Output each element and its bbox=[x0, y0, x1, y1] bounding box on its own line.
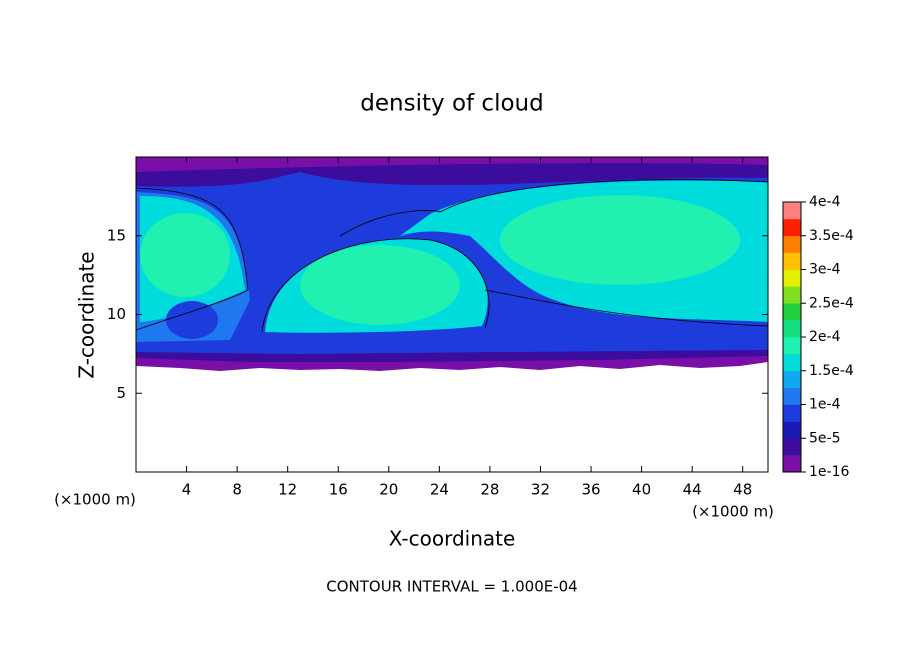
colorbar-band bbox=[783, 421, 801, 439]
x-tick-label: 28 bbox=[480, 481, 499, 499]
x-tick-label: 20 bbox=[379, 481, 398, 499]
colorbar-label: 1e-16 bbox=[809, 464, 849, 480]
colorbar-band bbox=[783, 353, 801, 372]
colorbar-band bbox=[783, 202, 801, 220]
y-tick-label: 5 bbox=[116, 384, 126, 402]
colorbar-band bbox=[783, 269, 801, 287]
colorbar-label: 3e-4 bbox=[809, 262, 841, 278]
x-axis-title: X-coordinate bbox=[389, 527, 516, 551]
x-tick-label: 36 bbox=[581, 481, 600, 499]
colorbar-band bbox=[783, 404, 801, 422]
x-tick-label: 48 bbox=[733, 481, 752, 499]
y-tick-label: 15 bbox=[107, 226, 126, 244]
colorbar-band bbox=[783, 455, 801, 473]
colorbar-band bbox=[783, 286, 801, 304]
contour-field bbox=[135, 157, 769, 371]
chart-title: density of cloud bbox=[360, 91, 543, 117]
colorbar-band bbox=[783, 252, 801, 270]
colorbar-label: 1.5e-4 bbox=[809, 363, 854, 379]
colorbar-band bbox=[783, 218, 801, 237]
contour-interval-note: CONTOUR INTERVAL = 1.000E-04 bbox=[326, 578, 577, 596]
x-tick-label: 4 bbox=[182, 481, 192, 499]
x-unit-right: (×1000 m) bbox=[692, 503, 774, 521]
x-tick-label: 16 bbox=[329, 481, 348, 499]
colorbar-band bbox=[783, 438, 801, 456]
colorbar-label: 3.5e-4 bbox=[809, 228, 854, 244]
x-tick-label: 24 bbox=[430, 481, 449, 499]
colorbar-label: 2.5e-4 bbox=[809, 295, 854, 311]
x-tick-label: 44 bbox=[683, 481, 702, 499]
colorbar-band bbox=[783, 387, 801, 405]
x-tick-label: 32 bbox=[531, 481, 550, 499]
colorbar-band bbox=[783, 337, 801, 355]
colorbar-band bbox=[783, 303, 801, 321]
colorbar-label: 4e-4 bbox=[809, 194, 841, 210]
x-tick-label: 12 bbox=[278, 481, 297, 499]
colorbar-label: 1e-4 bbox=[809, 397, 841, 413]
x-tick-label: 8 bbox=[232, 481, 242, 499]
y-tick-label: 10 bbox=[107, 305, 126, 323]
x-unit-left: (×1000 m) bbox=[54, 491, 136, 509]
colorbar-label: 2e-4 bbox=[809, 329, 841, 345]
colorbar-label: 5e-5 bbox=[809, 430, 840, 446]
colorbar-band bbox=[783, 370, 801, 388]
y-axis-title: Z-coordinate bbox=[75, 251, 99, 378]
x-tick-label: 40 bbox=[632, 481, 651, 499]
colorbar-band bbox=[783, 320, 801, 338]
colorbar-band bbox=[783, 235, 801, 253]
